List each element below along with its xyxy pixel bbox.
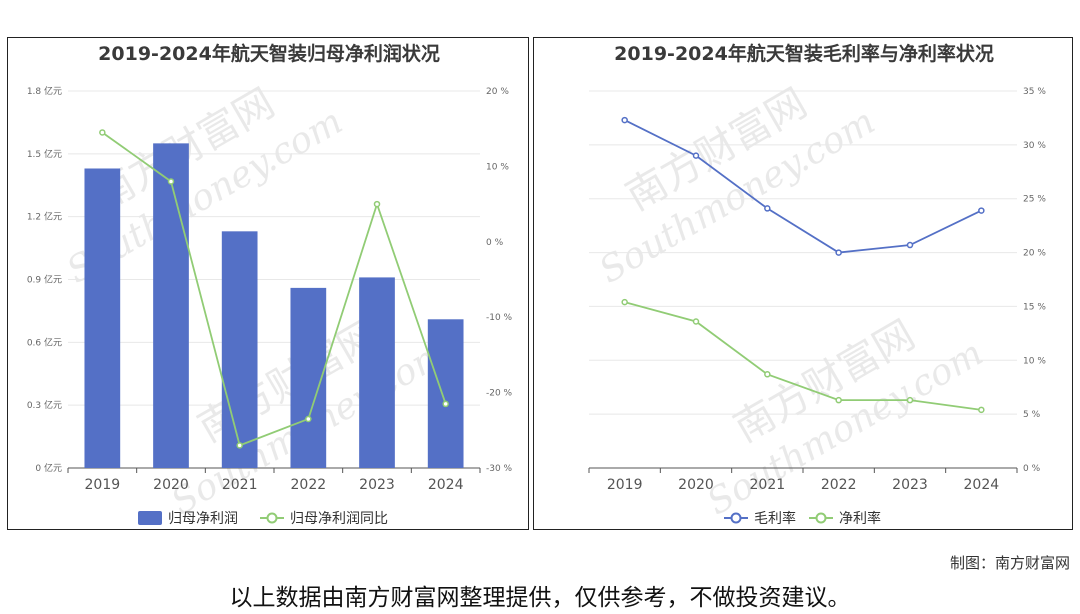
y-left-tick-label: 0.6 亿元 <box>27 336 62 348</box>
series-0-point-2020 <box>692 152 700 159</box>
legend-marker-line <box>266 512 278 524</box>
x-tick-label: 2020 <box>153 477 189 493</box>
legend-label-line: 归母净利润同比 <box>290 510 388 527</box>
y-right-tick-label: -10 % <box>486 313 513 323</box>
bar-2024 <box>427 319 464 468</box>
series-0-point-2023 <box>906 241 914 249</box>
series-1-point-2020 <box>692 318 700 325</box>
yoy-point-2020 <box>167 178 175 185</box>
y-right-tick-label: 30 % <box>1023 141 1046 151</box>
yoy-point-2022 <box>305 415 312 423</box>
x-tick-label: 2019 <box>85 477 121 493</box>
bar-2020 <box>153 143 189 468</box>
x-tick-label: 2022 <box>291 477 327 493</box>
legend-label-bar: 归母净利润 <box>168 510 238 527</box>
x-tick-label: 2019 <box>607 477 643 493</box>
yoy-point-2021 <box>236 442 243 449</box>
series-line-1 <box>624 301 982 411</box>
legend-label-1: 净利率 <box>839 510 881 527</box>
legend-marker-1 <box>815 512 827 524</box>
yoy-point-2023 <box>373 200 381 208</box>
y-left-tick-label: 1.8 亿元 <box>27 85 62 97</box>
right-chart-panel: 南方财富网 Southmoney.com 南方财富网 Southmoney.com 20… <box>533 37 1073 530</box>
series-0-point-2019 <box>621 116 628 124</box>
y-right-tick-label: 0 % <box>486 238 504 248</box>
y-right-tick-label: -30 % <box>486 464 513 474</box>
y-right-tick-label: 0 % <box>1023 464 1041 474</box>
y-right-tick-label: 5 % <box>1023 410 1041 420</box>
series-1-point-2021 <box>764 371 771 378</box>
chart-title: 2019-2024年航天智装毛利率与净利率状况 <box>614 42 994 65</box>
x-tick-label: 2021 <box>222 477 258 493</box>
bar-2021 <box>221 231 258 468</box>
y-left-tick-label: 0.9 亿元 <box>27 274 62 286</box>
yoy-point-2024 <box>442 400 449 408</box>
disclaimer: 以上数据由南方财富网整理提供，仅供参考，不做投资建议。 <box>229 585 851 611</box>
y-left-tick-label: 1.2 亿元 <box>27 211 62 223</box>
left-chart-panel: 南方财富网Southmoney.com南方财富网Southmoney.com20… <box>7 37 529 530</box>
y-right-tick-label: -20 % <box>486 389 513 399</box>
y-right-tick-label: 10 % <box>1023 356 1046 366</box>
x-tick-label: 2024 <box>428 477 464 493</box>
y-right-tick-label: 25 % <box>1023 195 1046 205</box>
series-0-point-2022 <box>835 249 842 256</box>
x-tick-label: 2023 <box>892 477 928 493</box>
yoy-line <box>101 131 447 447</box>
series-1-point-2019 <box>621 298 628 306</box>
series-1-point-2024 <box>978 406 985 414</box>
x-tick-label: 2020 <box>678 477 714 493</box>
y-right-tick-label: 20 % <box>1023 249 1046 259</box>
chart-credit: 制图：南方财富网 <box>949 554 1070 572</box>
right-chart: 南方财富网Southmoney.com南方财富网Southmoney.com20… <box>588 42 1046 527</box>
x-tick-label: 2024 <box>964 477 1000 493</box>
x-tick-label: 2022 <box>821 477 857 493</box>
y-right-tick-label: 35 % <box>1023 87 1046 97</box>
bar-2019 <box>84 168 121 468</box>
series-line-0 <box>624 119 982 254</box>
y-right-tick-label: 20 % <box>486 87 509 97</box>
y-left-tick-label: 0.3 亿元 <box>27 399 62 411</box>
x-tick-label: 2021 <box>750 477 786 493</box>
series-1-point-2023 <box>906 396 914 404</box>
y-left-tick-label: 0 亿元 <box>35 462 62 474</box>
series-0-point-2021 <box>764 205 771 212</box>
yoy-point-2019 <box>99 129 106 136</box>
legend-swatch-bar <box>138 511 162 525</box>
chart-title: 2019-2024年航天智装归母净利润状况 <box>98 42 440 65</box>
series-1-point-2022 <box>835 396 842 404</box>
y-right-tick-label: 15 % <box>1023 302 1046 312</box>
legend-marker-0 <box>730 512 742 524</box>
left-chart: 南方财富网Southmoney.com南方财富网Southmoney.com20… <box>27 42 513 527</box>
y-right-tick-label: 10 % <box>486 162 509 172</box>
legend-label-0: 毛利率 <box>754 510 796 527</box>
series-0-point-2024 <box>978 207 985 214</box>
x-tick-label: 2023 <box>359 477 395 493</box>
bar-2022 <box>290 287 327 468</box>
bar-2023 <box>359 277 395 468</box>
y-left-tick-label: 1.5 亿元 <box>27 148 62 160</box>
